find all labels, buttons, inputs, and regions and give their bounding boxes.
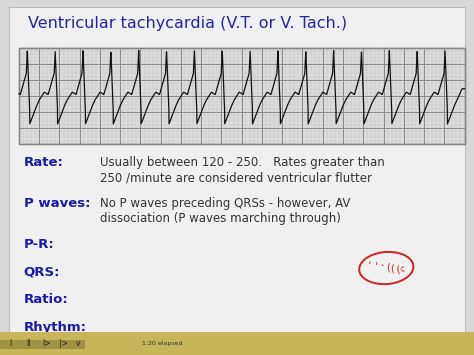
- Text: (: (: [395, 264, 400, 274]
- Text: •: •: [380, 263, 383, 268]
- Text: (: (: [391, 263, 394, 273]
- FancyBboxPatch shape: [19, 48, 465, 144]
- Text: c: c: [399, 264, 405, 274]
- Text: (: (: [386, 263, 390, 273]
- Text: Rhythm:: Rhythm:: [24, 321, 87, 334]
- FancyBboxPatch shape: [9, 7, 465, 334]
- Text: P waves:: P waves:: [24, 197, 90, 210]
- Text: Ratio:: Ratio:: [24, 293, 68, 306]
- Text: v: v: [76, 339, 80, 348]
- FancyBboxPatch shape: [0, 340, 85, 349]
- FancyBboxPatch shape: [0, 332, 474, 355]
- Text: I>: I>: [43, 339, 51, 348]
- Text: Usually between 120 - 250.   Rates greater than
250 /minute are considered ventr: Usually between 120 - 250. Rates greater…: [100, 156, 384, 184]
- Text: P-R:: P-R:: [24, 238, 55, 251]
- Text: I: I: [9, 339, 12, 348]
- Text: 1:20 elapsed: 1:20 elapsed: [142, 341, 182, 346]
- Text: |>: |>: [59, 339, 68, 348]
- Text: QRS:: QRS:: [24, 266, 60, 279]
- Text: ': ': [366, 260, 371, 271]
- Text: II: II: [26, 339, 30, 348]
- Text: No P waves preceding QRSs - however, AV
dissociation (P waves marching through): No P waves preceding QRSs - however, AV …: [100, 197, 350, 225]
- Text: Rate:: Rate:: [24, 156, 64, 169]
- Text: Ventricular tachycardia (V.T. or V. Tach.): Ventricular tachycardia (V.T. or V. Tach…: [28, 16, 347, 31]
- Text: ': ': [374, 261, 378, 271]
